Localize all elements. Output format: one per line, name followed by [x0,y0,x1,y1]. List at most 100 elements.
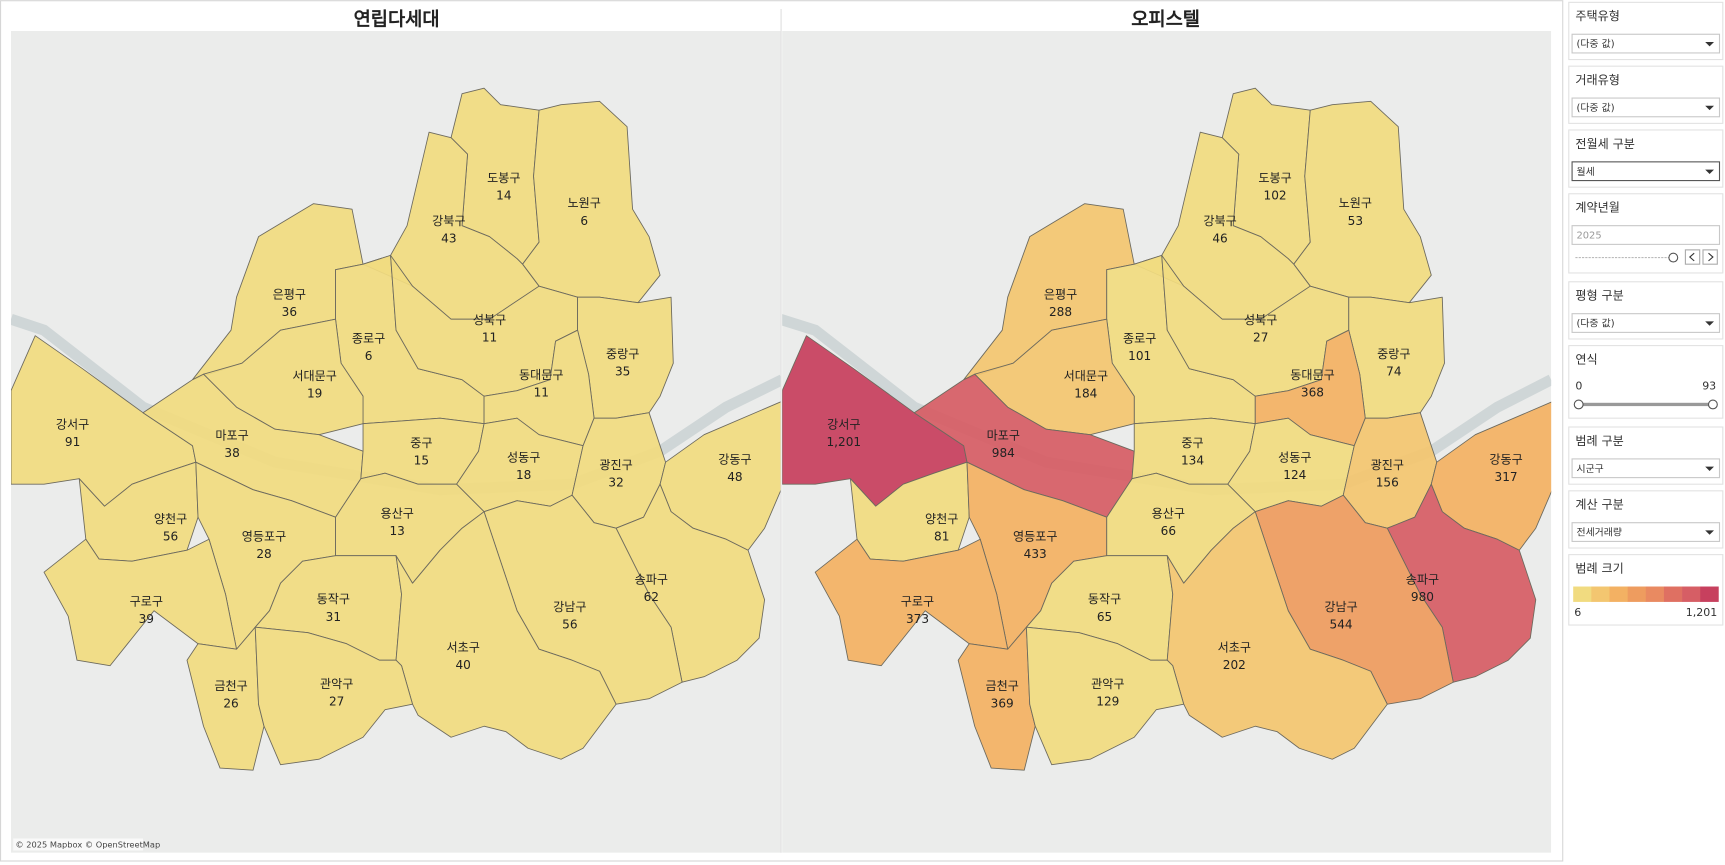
district-name: 강서구 [56,417,89,431]
dropdown[interactable] [1571,97,1721,118]
district-value: 11 [482,330,497,344]
district-value: 13 [389,524,404,538]
dropdown[interactable] [1571,313,1721,333]
district-name: 동대문구 [1290,368,1335,382]
district-name: 강북구 [432,214,465,228]
district-value: 81 [934,530,949,544]
district-name: 중랑구 [1377,347,1410,361]
district-value: 56 [562,618,577,632]
legend-swatch [1627,586,1647,602]
filter-label: 거래유형 [1575,73,1620,87]
district-value: 373 [906,612,929,626]
district-name: 성동구 [1278,450,1311,464]
district-value: 43 [441,231,456,245]
district-value: 129 [1096,695,1119,709]
district-name: 강동구 [718,453,751,467]
district-name: 용산구 [380,506,413,520]
district-name: 마포구 [987,428,1020,442]
date-input[interactable] [1571,225,1721,245]
dropdown-arrow [1705,321,1714,326]
district-name: 성북구 [1244,313,1277,327]
district-value: 27 [1253,330,1268,344]
district-value: 134 [1181,454,1204,468]
dropdown-value: (다중 값) [1576,318,1614,330]
district-name: 동대문구 [519,368,564,382]
filter-label: 전월세 구분 [1575,137,1634,151]
district-value: 433 [1024,547,1047,561]
district-value: 317 [1495,470,1518,484]
district-value: 368 [1301,385,1324,399]
dropdown-value: 전세거래량 [1576,527,1622,539]
legend-swatch [1682,586,1701,602]
district-value: 202 [1223,658,1246,672]
filter-label: 연식 [1575,352,1597,366]
dropdown[interactable] [1571,522,1721,542]
district[interactable] [254,626,413,766]
district-value: 11 [534,385,549,399]
district-name: 영등포구 [1013,530,1058,544]
district[interactable] [186,626,265,771]
district-value: 14 [496,188,512,202]
map: 도봉구 14 노원구 6 강북구 43 은평구 36 종로구 6 성북구 11 중랑구 35 서대문구 19 동… [11,30,782,853]
district-name: 강남구 [553,600,586,614]
district-name: 강동구 [1489,453,1522,467]
district[interactable] [1025,626,1185,766]
district-name: 도봉구 [1258,171,1291,185]
district-name: 금천구 [214,678,247,693]
district-value: 27 [329,695,344,709]
date-value: 2025 [1576,231,1601,242]
district-name: 강북구 [1203,214,1236,228]
district-name: 은평구 [273,287,306,301]
district-name: 서대문구 [1064,369,1109,383]
dropdown-arrow [1705,530,1714,535]
district-name: 종로구 [352,331,385,345]
district-value: 66 [1161,524,1176,538]
district-name: 성북구 [473,313,506,327]
district-name: 종로구 [1123,331,1156,345]
district-value: 39 [139,612,154,626]
district-value: 53 [1348,214,1363,228]
range-handle[interactable] [1707,399,1718,410]
legend-swatch [1645,586,1665,602]
legend-swatch [1591,586,1610,602]
district-name: 중구 [1181,436,1203,450]
district-value: 74 [1386,364,1402,378]
dropdown-arrow [1705,105,1714,111]
district-value: 36 [282,305,297,319]
district-name: 동작구 [1088,592,1121,606]
legend-swatch [1663,586,1683,602]
district-value: 40 [455,658,470,672]
district-value: 91 [65,435,80,449]
range-handle[interactable] [1573,399,1584,410]
district-name: 도봉구 [487,171,520,185]
legend-title: 범례 크기 [1575,561,1623,575]
district-name: 관악구 [1091,677,1124,691]
filter-label: 평형 구분 [1575,289,1623,303]
dropdown[interactable] [1571,161,1721,182]
district-value: 15 [414,454,429,468]
dropdown[interactable] [1571,458,1721,479]
legend-min: 6 [1574,606,1581,619]
district-value: 38 [224,446,239,460]
district-name: 노원구 [1339,196,1372,210]
district-name: 금천구 [986,678,1019,693]
legend-swatch [1609,586,1628,602]
district-value: 19 [307,386,322,400]
dropdown[interactable] [1571,33,1721,54]
slider-handle[interactable] [1668,252,1679,263]
next-button[interactable] [1702,249,1718,265]
district-value: 102 [1264,188,1287,202]
district-value: 32 [608,476,623,490]
map-title: 연립다세대 [354,8,440,30]
district-name: 서초구 [1218,641,1251,655]
district-value: 48 [727,470,742,484]
district-value: 6 [580,214,588,228]
district[interactable] [957,626,1036,771]
district-value: 56 [163,530,178,544]
attribution-bg [13,838,144,851]
range-track [1578,402,1713,407]
prev-button[interactable] [1684,249,1701,265]
district-name: 강남구 [1324,600,1357,614]
